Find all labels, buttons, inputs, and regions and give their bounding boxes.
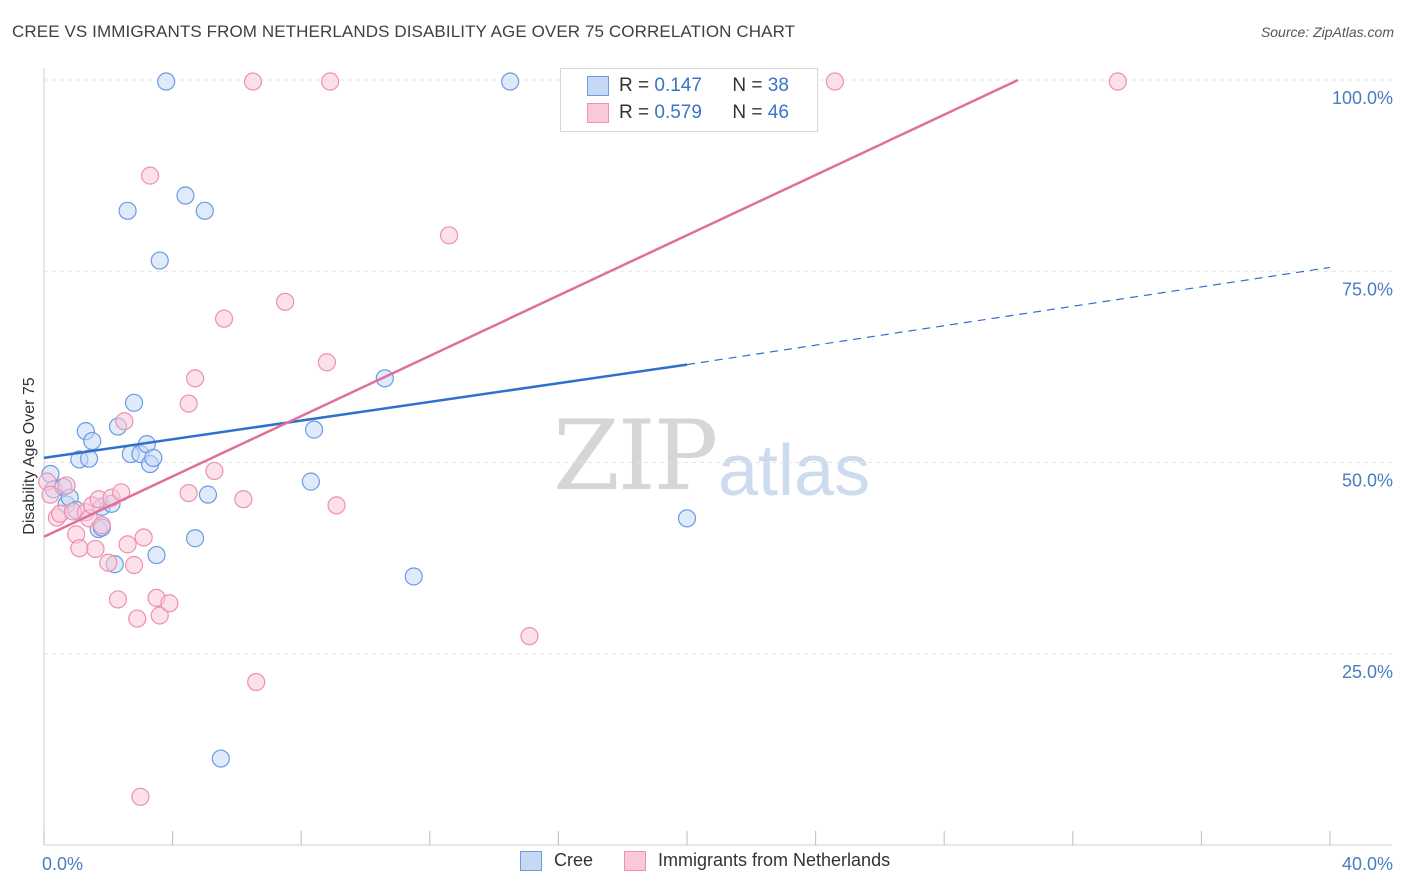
legend-n-label-cree: N = (732, 75, 768, 96)
cree-point (83, 431, 102, 451)
cree-point (147, 545, 166, 565)
neth-point (115, 412, 134, 431)
cree-point (198, 485, 218, 504)
cree-point (211, 749, 230, 768)
cree-point (144, 448, 163, 468)
neth-point (214, 309, 234, 328)
neth-point (186, 369, 205, 388)
x-tick-label: 40.0% (1342, 854, 1393, 874)
legend-n-value-cree: 38 (767, 75, 789, 96)
legend-item-neth: Immigrants from Netherlands (624, 850, 890, 871)
source-label: Source: ZipAtlas.com (1260, 24, 1394, 40)
neth-point (140, 166, 160, 185)
legend-r-label-cree: R = (619, 75, 655, 96)
neth-point (179, 394, 198, 413)
neth-point (92, 516, 111, 535)
cree-swatch (587, 76, 609, 96)
neth-point (134, 528, 153, 547)
legend-neth-swatch (624, 850, 646, 871)
cree-point (404, 567, 423, 586)
legend-cree-label: Cree (554, 850, 594, 870)
cree-point (501, 72, 520, 91)
cree-point (195, 201, 214, 220)
neth-point (205, 461, 224, 481)
watermark-atlas: atlas (718, 431, 871, 511)
legend-item-cree: Cree (520, 850, 593, 871)
neth-point (57, 476, 76, 495)
neth-point (321, 72, 340, 91)
legend-r-label-neth: R = (619, 102, 655, 123)
neth-point (317, 353, 337, 372)
neth-point (825, 72, 844, 91)
neth-point (327, 496, 346, 515)
legend-n-label-neth: N = (732, 102, 768, 123)
neth-point (439, 226, 459, 245)
neth-point (1108, 72, 1127, 91)
legend-r-value-cree: 0.147 (654, 75, 702, 96)
neth-point (243, 72, 263, 91)
neth-point (70, 539, 89, 558)
neth-point (118, 535, 137, 554)
legend-r-value-neth: 0.579 (654, 102, 702, 123)
neth-point (520, 627, 539, 646)
legend-stats-box: R = 0.147 N = 38 R = 0.579 N = 46 (560, 68, 818, 132)
neth-point (86, 539, 105, 559)
neth-point (131, 787, 150, 806)
cree-trend-extension (686, 266, 1331, 366)
neth-point (124, 555, 144, 575)
legend-n-value-neth: 46 (767, 102, 789, 123)
neth-point (276, 292, 295, 311)
y-tick-label: 50.0% (1342, 471, 1393, 491)
legend-bottom: Cree Immigrants from Netherlands (0, 850, 1406, 878)
neth-point (234, 490, 253, 509)
y-axis-label: Disability Age Over 75 (21, 377, 38, 535)
cree-point (157, 72, 176, 91)
neth-point (247, 672, 266, 692)
cree-trend-line (43, 363, 688, 460)
y-tick-label: 100.0% (1332, 88, 1393, 108)
cree-point (176, 186, 195, 205)
neth-trend-line (43, 78, 1019, 538)
y-tick-label: 25.0% (1342, 662, 1393, 682)
cree-point (124, 393, 144, 412)
x-tick-label: 0.0% (42, 854, 83, 874)
cree-point (677, 509, 697, 528)
neth-point (150, 606, 169, 625)
cree-point (118, 201, 137, 220)
neth-point (179, 484, 198, 503)
watermark-zip: ZIP (553, 400, 718, 512)
legend-row-cree: R = 0.147 N = 38 (587, 73, 789, 99)
legend-neth-label: Immigrants from Netherlands (658, 850, 891, 870)
cree-point (186, 529, 205, 548)
neth-point (99, 553, 118, 572)
neth-point (41, 485, 60, 504)
cree-point (150, 251, 169, 270)
neth-point (108, 590, 128, 609)
neth-point (128, 609, 147, 628)
cree-point (301, 472, 320, 491)
chart-title: CREE VS IMMIGRANTS FROM NETHERLANDS DISA… (12, 22, 796, 41)
neth-swatch (587, 103, 609, 123)
legend-row-neth: R = 0.579 N = 46 (587, 100, 789, 126)
legend-cree-swatch (520, 850, 542, 871)
neth-point (160, 594, 179, 613)
cree-point (304, 420, 324, 439)
y-tick-label: 75.0% (1342, 279, 1393, 299)
